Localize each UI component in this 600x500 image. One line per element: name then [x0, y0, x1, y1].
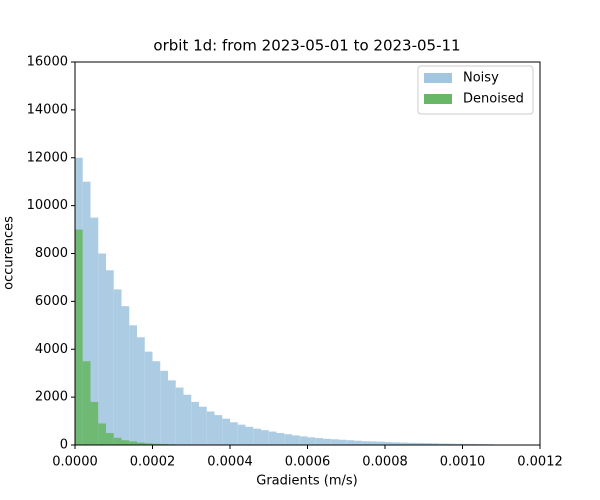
- bar: [431, 443, 440, 445]
- bar: [82, 181, 91, 445]
- bar: [160, 370, 168, 445]
- bar: [361, 441, 370, 445]
- legend-swatch: [424, 73, 452, 83]
- bar: [175, 387, 184, 445]
- bar: [454, 443, 463, 445]
- bar: [307, 437, 316, 445]
- bar: [323, 438, 331, 445]
- bar: [416, 442, 424, 445]
- bar: [137, 442, 145, 445]
- bar: [106, 433, 114, 445]
- bar: [253, 428, 261, 445]
- bar: [268, 431, 277, 445]
- x-tick-label: 0.0012: [517, 455, 563, 470]
- bar: [106, 270, 114, 445]
- bar: [113, 437, 122, 445]
- bar: [400, 442, 409, 445]
- bar: [423, 443, 432, 445]
- bar: [346, 440, 354, 445]
- x-tick-label: 0.0006: [285, 455, 331, 470]
- y-axis-label: occurences: [2, 216, 17, 290]
- bar: [90, 217, 99, 445]
- bar: [129, 441, 137, 445]
- bar: [385, 442, 393, 445]
- bar: [137, 337, 145, 445]
- y-tick-label: 10000: [27, 198, 68, 213]
- y-tick-label: 2000: [35, 390, 68, 405]
- legend-label: Denoised: [463, 92, 524, 107]
- bar: [121, 306, 130, 445]
- bar: [447, 443, 455, 445]
- bar: [245, 426, 254, 445]
- bar: [168, 380, 176, 445]
- bar: [439, 443, 447, 445]
- y-tick-label: 16000: [27, 55, 68, 70]
- y-tick-label: 0: [60, 438, 68, 453]
- bar: [338, 439, 347, 445]
- bar: [90, 401, 99, 445]
- bar: [276, 433, 285, 445]
- x-tick-label: 0.0000: [52, 455, 98, 470]
- bar: [98, 253, 106, 445]
- bar: [129, 325, 137, 445]
- x-tick-label: 0.0008: [362, 455, 408, 470]
- bar: [237, 424, 246, 445]
- bar: [408, 442, 416, 445]
- bar: [299, 436, 308, 445]
- bar: [144, 351, 153, 445]
- bar: [121, 440, 130, 445]
- y-tick-label: 6000: [35, 294, 68, 309]
- bar: [206, 411, 215, 445]
- bar: [152, 443, 161, 445]
- bar: [369, 441, 378, 445]
- bar: [199, 406, 207, 445]
- bar: [113, 289, 122, 445]
- bar: [75, 229, 83, 445]
- x-tick-label: 0.0004: [207, 455, 253, 470]
- bar: [214, 415, 223, 445]
- x-tick-label: 0.0002: [130, 455, 176, 470]
- chart-title: orbit 1d: from 2023-05-01 to 2023-05-11: [153, 37, 460, 55]
- y-tick-label: 14000: [27, 102, 68, 117]
- bar: [144, 443, 153, 445]
- bar: [183, 394, 192, 445]
- bar: [315, 438, 323, 445]
- bar: [284, 434, 292, 445]
- bar: [222, 418, 230, 445]
- bar: [82, 361, 91, 445]
- legend-label: Noisy: [463, 71, 499, 86]
- bar: [191, 401, 199, 445]
- y-tick-label: 4000: [35, 342, 68, 357]
- bar: [261, 430, 269, 445]
- bar: [377, 441, 385, 445]
- y-tick-label: 12000: [27, 150, 68, 165]
- x-tick-label: 0.0010: [440, 455, 486, 470]
- bar: [230, 422, 238, 445]
- bar: [152, 361, 161, 445]
- bar: [462, 443, 471, 445]
- bar: [354, 440, 362, 445]
- y-tick-label: 8000: [35, 246, 68, 261]
- x-axis-label: Gradients (m/s): [256, 474, 357, 489]
- bar: [98, 423, 106, 445]
- bar: [392, 442, 401, 445]
- bar: [330, 439, 339, 445]
- bar: [292, 435, 300, 445]
- legend-swatch: [424, 94, 452, 104]
